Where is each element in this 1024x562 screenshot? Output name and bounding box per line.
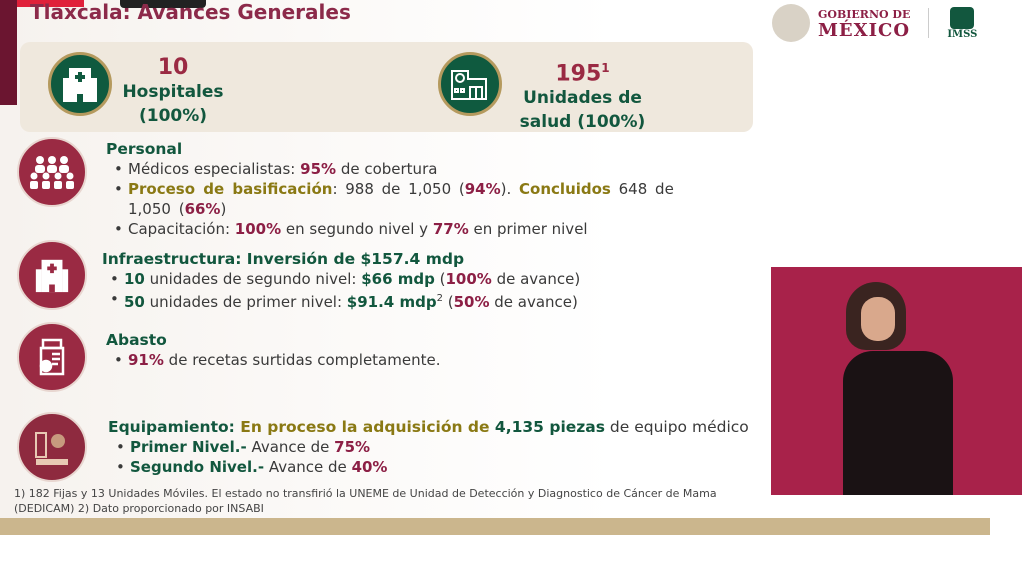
personal-people-icon bbox=[17, 137, 87, 207]
left-stripe bbox=[0, 0, 17, 105]
abasto-heading: Abasto bbox=[106, 331, 167, 349]
personal-heading: Personal bbox=[106, 140, 183, 158]
footnote: 1) 182 Fijas y 13 Unidades Móviles. El e… bbox=[14, 487, 717, 515]
abasto-item-1: 91% de recetas surtidas completamente. bbox=[114, 350, 706, 370]
mexico-emblem-icon bbox=[17, 412, 87, 482]
summary-box bbox=[20, 42, 753, 132]
infra-item-2: 50 unidades de primer nivel: $91.4 mdp2 … bbox=[110, 289, 702, 312]
bottom-bar bbox=[0, 518, 990, 535]
units-pct: salud (100%) bbox=[519, 112, 646, 133]
infra-section: Infraestructura: Inversión de $157.4 mdp… bbox=[102, 249, 702, 312]
hospital-icon bbox=[48, 52, 112, 116]
equip-item-2: Segundo Nivel.- Avance de 40% bbox=[116, 457, 768, 477]
pharmacy-icon bbox=[17, 322, 87, 392]
hospitals-pct: (100%) bbox=[138, 106, 208, 126]
infrastructure-hospital-icon bbox=[17, 240, 87, 310]
units-count: 195 bbox=[555, 61, 602, 87]
personal-item-1: Médicos especialistas: 95% de cobertura bbox=[114, 159, 706, 179]
hospitals-label: Hospitales bbox=[122, 82, 224, 102]
imss-logo: IMSS bbox=[947, 6, 977, 40]
equip-heading: Equipamiento: bbox=[108, 418, 241, 436]
gob-line2: MÉXICO bbox=[818, 20, 911, 41]
personal-section: Personal Médicos especialistas: 95% de c… bbox=[106, 139, 706, 239]
infra-item-1: 10 unidades de segundo nivel: $66 mdp (1… bbox=[110, 269, 702, 289]
imss-eagle-icon bbox=[950, 6, 975, 29]
sign-language-video bbox=[771, 267, 1022, 495]
gob-line1: GOBIERNO DE bbox=[818, 8, 911, 21]
hospitals-count: 10 bbox=[157, 55, 189, 80]
infra-heading: Infraestructura: Inversión de $157.4 mdp bbox=[102, 250, 465, 268]
gobierno-logo: GOBIERNO DE MÉXICO IMSS bbox=[772, 4, 977, 42]
clinic-icon bbox=[438, 52, 502, 116]
equip-item-1: Primer Nivel.- Avance de 75% bbox=[116, 437, 768, 457]
personal-item-3: Capacitación: 100% en segundo nivel y 77… bbox=[114, 219, 706, 239]
top-dark-bar bbox=[120, 0, 206, 8]
escudo-icon bbox=[772, 4, 810, 42]
top-red-bar bbox=[0, 0, 84, 7]
units-label: Unidades de bbox=[523, 88, 642, 109]
equip-section: Equipamiento: En proceso la adquisición … bbox=[108, 417, 768, 477]
personal-item-2: Proceso de basificación: 988 de 1,050 (9… bbox=[114, 179, 706, 219]
page-title: Tlaxcala: Avances Generales bbox=[30, 0, 351, 24]
abasto-section: Abasto 91% de recetas surtidas completam… bbox=[106, 330, 706, 370]
